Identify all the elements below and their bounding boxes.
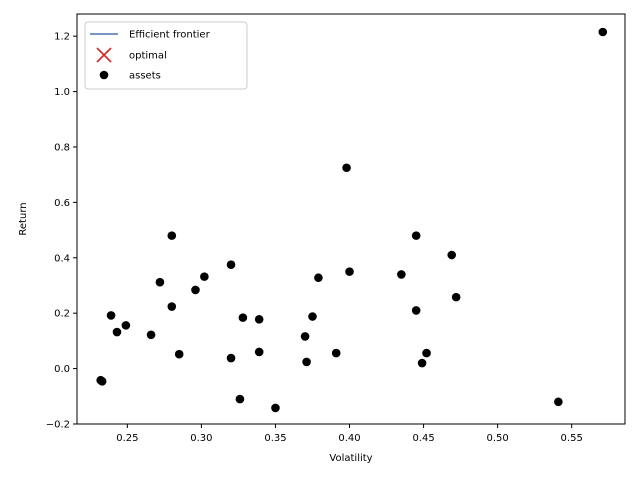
asset-point	[422, 348, 431, 358]
x-tick-label: 0.40	[338, 433, 360, 444]
asset-point	[554, 397, 563, 407]
asset-point	[226, 353, 236, 363]
asset-point	[191, 285, 200, 295]
asset-point	[112, 327, 122, 337]
y-tick-label: 0.8	[54, 142, 70, 153]
asset-point	[200, 272, 209, 281]
legend-optimal-swatch	[96, 47, 112, 63]
asset-point	[254, 347, 264, 357]
x-tick-label: 0.50	[486, 433, 508, 444]
legend-label: optimal	[129, 51, 167, 62]
x-tick-label: 0.25	[116, 433, 138, 444]
asset-point	[342, 163, 351, 173]
asset-point	[451, 292, 461, 302]
x-tick-label: 0.45	[412, 433, 434, 444]
asset-point	[167, 231, 177, 240]
x-tick-label: 0.55	[561, 433, 583, 444]
asset-point	[174, 349, 184, 359]
asset-point	[345, 267, 354, 276]
y-axis-ticks: −0.2 0.0 0.2 0.4 0.6 0.8 1.0 1.2	[46, 32, 77, 431]
y-tick-label: 0.6	[54, 198, 70, 209]
y-tick-label: 1.2	[54, 32, 70, 43]
y-tick-label: 0.2	[54, 309, 70, 320]
legend: Efficient frontier optimal assets	[84, 21, 248, 90]
asset-point	[254, 314, 264, 324]
asset-point	[411, 231, 421, 240]
x-tick-label: 0.35	[264, 433, 286, 444]
asset-point	[598, 27, 608, 37]
x-tick-label: 0.30	[190, 433, 212, 444]
y-tick-label: −0.2	[46, 420, 70, 431]
legend-box	[84, 21, 248, 90]
asset-point	[314, 273, 323, 283]
asset-point	[331, 348, 341, 358]
asset-point	[411, 306, 421, 315]
x-axis-ticks: 0.25 0.30 0.35 0.40 0.45 0.50 0.55	[116, 424, 583, 444]
asset-point	[235, 394, 245, 404]
asset-point	[397, 270, 406, 279]
asset-point	[121, 321, 131, 330]
asset-point	[106, 311, 116, 320]
axes-frame	[76, 13, 626, 425]
y-axis-label: Return	[18, 202, 29, 235]
legend-label: Efficient frontier	[129, 30, 211, 41]
asset-point	[417, 358, 427, 368]
y-tick-label: 1.0	[54, 87, 70, 98]
asset-point	[447, 250, 457, 260]
asset-point	[167, 302, 177, 311]
legend-label: assets	[129, 71, 161, 82]
asset-point	[238, 313, 248, 322]
x-axis-label: Volatility	[329, 453, 372, 464]
plot-area	[96, 27, 608, 413]
asset-point	[97, 377, 107, 386]
asset-point	[155, 277, 165, 287]
asset-point	[271, 403, 280, 413]
y-tick-label: 0.4	[54, 253, 70, 264]
asset-point	[300, 332, 310, 341]
asset-point	[302, 357, 311, 367]
asset-point	[146, 330, 156, 340]
legend-assets-swatch	[99, 70, 109, 80]
asset-point	[308, 312, 317, 321]
asset-point	[226, 260, 236, 270]
y-tick-label: 0.0	[54, 364, 70, 375]
